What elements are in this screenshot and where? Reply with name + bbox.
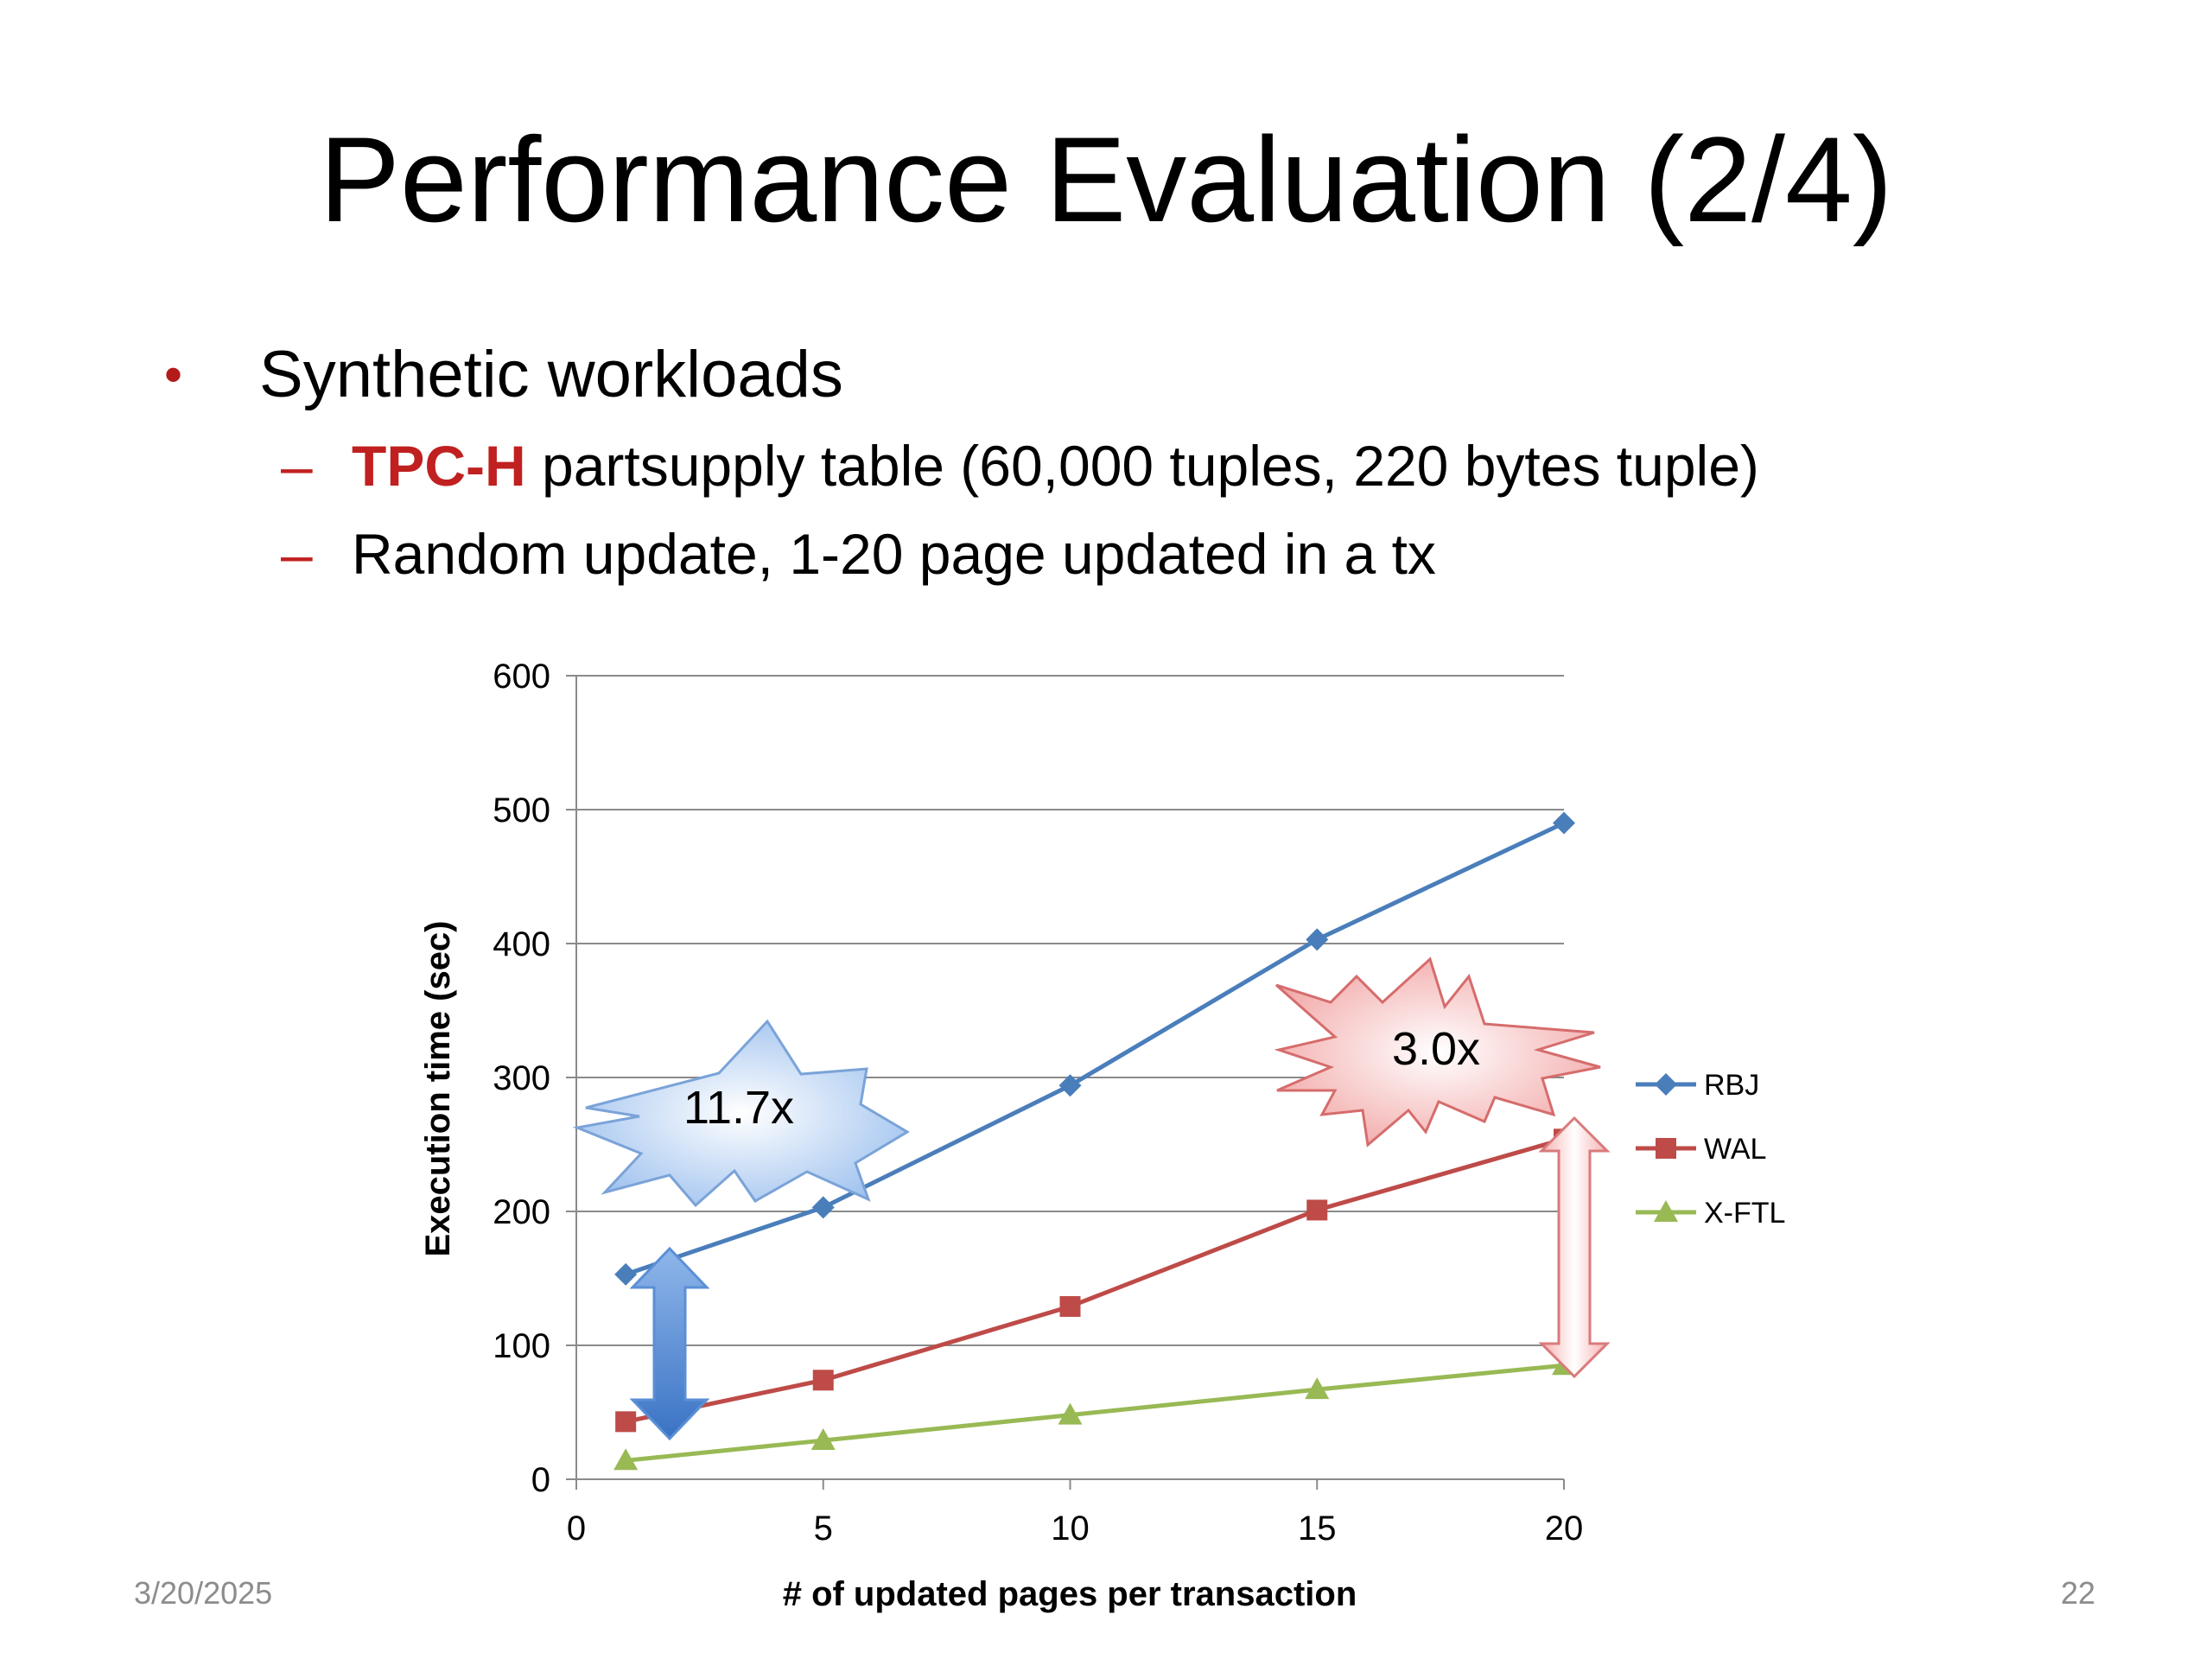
legend-label: RBJ <box>1704 1069 1759 1102</box>
data-point-diamond <box>1655 1073 1677 1096</box>
x-tick-label: 5 <box>814 1510 833 1548</box>
data-point-triangle <box>1654 1200 1678 1222</box>
slide-date: 3/20/2025 <box>134 1575 273 1611</box>
y-tick-label: 400 <box>493 925 550 963</box>
data-point-diamond <box>614 1262 638 1286</box>
data-point-diamond <box>811 1196 835 1219</box>
annotation-label-blue: 11.7x <box>683 1082 794 1134</box>
x-axis-label: # of updated pages per transaction <box>783 1575 1357 1613</box>
legend-label: WAL <box>1704 1133 1766 1166</box>
blue-double-arrow <box>629 1246 710 1441</box>
slide-page-number: 22 <box>2061 1575 2096 1611</box>
data-point-diamond <box>1058 1074 1082 1097</box>
data-point-diamond <box>1553 811 1575 835</box>
y-tick-label: 100 <box>493 1327 550 1365</box>
x-tick-label: 0 <box>567 1510 586 1548</box>
series-line-x-ftl <box>625 1363 1565 1463</box>
legend: RBJ WAL X-FTL <box>1636 1069 1785 1230</box>
bullet-list: • Synthetic workloads – TPC-H partsupply… <box>164 327 1759 598</box>
sub-bullet-rest: partsupply table (60,000 tuples, 220 byt… <box>525 434 1759 498</box>
y-tick-label: 200 <box>493 1193 550 1231</box>
x-tick-label: 10 <box>1051 1510 1090 1548</box>
bullet-text: Synthetic workloads <box>259 337 843 411</box>
y-tick-label: 500 <box>493 791 550 830</box>
data-point-square <box>1656 1138 1676 1159</box>
y-axis-label: Execution time (sec) <box>419 920 457 1256</box>
data-point-square <box>615 1411 637 1433</box>
data-point-square <box>812 1370 834 1391</box>
data-point-triangle <box>810 1428 836 1451</box>
y-tick-label: 300 <box>493 1059 550 1097</box>
sub-bullet-item: – Random update, 1-20 page updated in a … <box>281 510 1759 598</box>
data-point-diamond <box>1306 928 1329 951</box>
data-point-triangle <box>613 1448 639 1471</box>
data-point-triangle <box>1058 1402 1083 1425</box>
blue-burst-shape <box>572 1019 910 1208</box>
x-tick-label: 15 <box>1298 1510 1337 1548</box>
data-point-square <box>1059 1296 1081 1318</box>
highlight-text: TPC-H <box>352 434 526 498</box>
slide-title: Performance Evaluation (2/4) <box>319 111 1893 247</box>
data-point-square <box>1306 1199 1328 1221</box>
y-tick-label: 600 <box>493 658 550 696</box>
legend-label: X-FTL <box>1704 1197 1785 1230</box>
bullet-dot-icon: • <box>164 345 183 404</box>
bullet-item: • Synthetic workloads <box>164 327 1759 422</box>
red-double-arrow <box>1538 1116 1611 1379</box>
dash-icon: – <box>281 522 313 586</box>
annotation-label-red: 3.0x <box>1392 1023 1480 1075</box>
data-point-triangle <box>1305 1377 1330 1400</box>
sub-bullet-item: – TPC-H partsupply table (60,000 tuples,… <box>281 422 1759 510</box>
annotation-layer: 11.7x 3.0x <box>572 957 1611 1441</box>
x-tick-label: 20 <box>1545 1510 1584 1548</box>
y-tick-label: 0 <box>531 1461 550 1499</box>
sub-bullet-text: TPC-H partsupply table (60,000 tuples, 2… <box>352 433 1759 499</box>
sub-bullet-text: Random update, 1-20 page updated in a tx <box>352 522 1436 586</box>
red-burst-shape <box>1274 957 1601 1147</box>
dash-icon: – <box>281 434 313 498</box>
